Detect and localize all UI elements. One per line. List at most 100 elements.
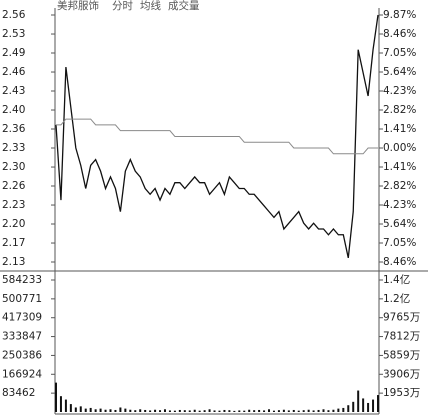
volume-bar xyxy=(114,409,117,412)
volume-bar xyxy=(183,410,186,412)
volume-bar xyxy=(238,410,241,412)
y2-tick-label: 0.00% xyxy=(383,142,416,154)
y-tick-label: 2.43 xyxy=(2,85,25,97)
volume-bar xyxy=(352,401,355,412)
volume-bar xyxy=(168,410,171,412)
y2-tick-label: 5.64% xyxy=(383,218,416,230)
volume-bar xyxy=(69,404,72,412)
volume-bar xyxy=(129,409,132,412)
volume-bar xyxy=(198,410,201,412)
volume-bar xyxy=(332,409,335,412)
y2-tick-label: 2.82% xyxy=(383,104,416,116)
volume-bar xyxy=(277,410,280,412)
volume-bar xyxy=(84,408,87,412)
volume-bar xyxy=(59,396,62,412)
volume-bar xyxy=(327,410,330,412)
y2-tick-label: 5859万 xyxy=(383,349,420,361)
volume-bar xyxy=(282,409,285,412)
volume-bar xyxy=(218,410,221,412)
volume-bar xyxy=(89,407,92,412)
y-tick-label: 2.46 xyxy=(2,66,26,78)
volume-bar xyxy=(79,406,82,412)
volume-bar xyxy=(188,410,191,412)
legend-entry: 分时 xyxy=(112,0,133,12)
y2-tick-label: 9.87% xyxy=(383,9,416,21)
volume-bar xyxy=(124,408,127,412)
y-tick-label: 2.49 xyxy=(2,47,25,59)
y-tick-label: 166924 xyxy=(2,368,42,380)
y-tick-label: 2.23 xyxy=(2,199,25,211)
volume-bar xyxy=(178,409,181,412)
y2-tick-label: 7812万 xyxy=(383,331,420,343)
volume-bar xyxy=(243,410,246,412)
y2-tick-label: 1.2亿 xyxy=(383,292,410,305)
y2-tick-label: 8.46% xyxy=(383,256,416,268)
volume-bar xyxy=(149,410,152,412)
volume-bar xyxy=(139,409,142,412)
y2-tick-label: 1.4亿 xyxy=(383,273,410,286)
y2-tick-label: 7.05% xyxy=(383,237,416,249)
volume-bar xyxy=(362,398,365,412)
y-tick-label: 2.20 xyxy=(2,218,25,230)
volume-bar xyxy=(74,407,77,412)
volume-bar xyxy=(312,410,315,412)
volume-bar xyxy=(104,409,107,412)
volume-bar xyxy=(213,410,216,412)
volume-bar xyxy=(99,408,102,412)
volume-bar xyxy=(258,409,261,412)
volume-bar xyxy=(317,409,320,412)
volume-bar xyxy=(109,409,112,412)
legend-entry: 均线 xyxy=(140,0,161,12)
volume-bar xyxy=(337,408,340,412)
volume-bar xyxy=(367,402,370,412)
y2-tick-label: 3906万 xyxy=(383,368,420,380)
volume-bar xyxy=(144,409,147,412)
y2-tick-label: 5.64% xyxy=(383,66,416,78)
volume-bar xyxy=(272,410,275,412)
average-line xyxy=(56,118,378,155)
y-tick-label: 250386 xyxy=(2,349,42,361)
y2-tick-label: 1.41% xyxy=(383,161,416,173)
y2-tick-label: 8.46% xyxy=(383,28,416,40)
volume-bar xyxy=(193,409,196,412)
chart-title: 美邦服饰 xyxy=(57,0,99,12)
y-tick-label: 500771 xyxy=(2,293,42,305)
volume-bar xyxy=(347,405,350,412)
y2-tick-label: 2.82% xyxy=(383,180,416,192)
volume-bar xyxy=(372,399,375,412)
volume-bar xyxy=(322,409,325,412)
volume-bar xyxy=(163,409,166,412)
y2-tick-label: 4.23% xyxy=(383,85,416,97)
volume-bar xyxy=(223,409,226,412)
y-tick-label: 2.13 xyxy=(2,256,25,268)
volume-bar xyxy=(287,410,290,412)
volume-bar xyxy=(307,409,310,412)
volume-bar xyxy=(154,409,157,412)
volume-bar xyxy=(297,410,300,412)
y2-tick-label: 1953万 xyxy=(383,387,420,399)
volume-bar xyxy=(119,407,122,412)
volume-bar xyxy=(263,410,266,412)
volume-bar xyxy=(55,382,57,412)
y-tick-label: 2.30 xyxy=(2,161,25,173)
volume-bar xyxy=(377,395,379,412)
y-tick-label: 2.53 xyxy=(2,28,25,40)
y2-tick-label: 4.23% xyxy=(383,199,416,211)
volume-bar xyxy=(203,410,206,412)
y-tick-label: 2.26 xyxy=(2,180,26,192)
volume-bar xyxy=(292,409,295,412)
volume-bar xyxy=(94,409,97,412)
volume-bar xyxy=(64,399,67,412)
price-line xyxy=(55,14,379,259)
legend-entry: 成交量 xyxy=(168,0,200,12)
volume-bar xyxy=(134,410,137,412)
y-tick-label: 417309 xyxy=(2,312,42,324)
volume-bar xyxy=(253,410,256,412)
y2-tick-label: 1.41% xyxy=(383,123,416,135)
y-tick-label: 333847 xyxy=(2,331,42,343)
y-tick-label: 2.56 xyxy=(2,9,26,21)
volume-bar xyxy=(357,390,360,412)
volume-bar xyxy=(302,410,305,412)
